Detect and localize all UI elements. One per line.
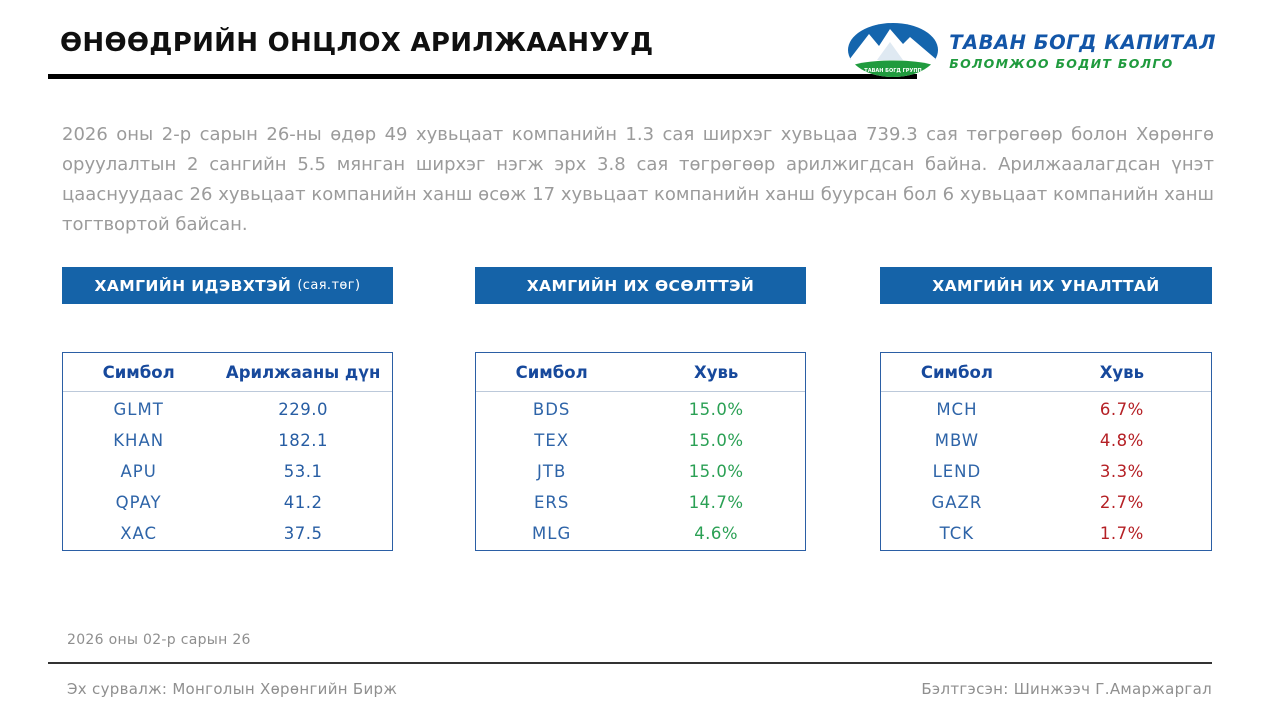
table-row: JTB 15.0% <box>476 456 805 487</box>
table-row: GLMT 229.0 <box>63 394 392 425</box>
footer-divider <box>48 662 1212 664</box>
symbol-cell: GAZR <box>931 493 983 512</box>
table-row: QPAY 41.2 <box>63 487 392 518</box>
banner-label: ХАМГИЙН ИХ ӨСӨЛТТЭЙ <box>526 276 755 295</box>
top-gainers-section: ХАМГИЙН ИХ ӨСӨЛТТЭЙ Симбол Хувь BDS 15.0% T… <box>475 267 806 551</box>
most-active-section: ХАМГИЙН ИДЭВХТЭЙ (сая.төг) Симбол Арилжаа… <box>62 267 393 551</box>
column-header: Симбол <box>920 362 993 382</box>
value-cell: 2.7% <box>1099 493 1144 512</box>
title-underline <box>48 74 917 79</box>
symbol-cell: MBW <box>934 431 980 450</box>
logo-tagline: БОЛОМЖОО БОДИТ БОЛГО <box>949 55 1174 71</box>
value-cell: 41.2 <box>283 493 323 512</box>
banner-label: ХАМГИЙН ИХ УНАЛТТАЙ <box>932 276 1160 295</box>
column-header: Симбол <box>102 362 175 382</box>
table-row: TEX 15.0% <box>476 425 805 456</box>
table-row: MCH 6.7% <box>881 394 1211 425</box>
column-header: Хувь <box>693 362 739 382</box>
table-body: GLMT 229.0 KHAN 182.1 APU 53.1 QPAY 41.2 XAC 37.5 <box>63 392 392 550</box>
table-row: MBW 4.8% <box>881 425 1211 456</box>
symbol-cell: APU <box>120 462 157 481</box>
symbol-cell: TCK <box>939 524 975 543</box>
table-row: MLG 4.6% <box>476 518 805 549</box>
section-banner: ХАМГИЙН ИХ ӨСӨЛТТЭЙ <box>475 267 806 304</box>
table-header-row: Симбол Хувь <box>476 353 805 392</box>
column-header: Арилжааны дүн <box>225 362 381 382</box>
symbol-cell: MCH <box>936 400 978 419</box>
table-body: MCH 6.7% MBW 4.8% LEND 3.3% GAZR 2.7% TCK 1.7% <box>881 392 1211 550</box>
value-cell: 3.3% <box>1099 462 1144 481</box>
symbol-cell: XAC <box>120 524 158 543</box>
footer: Эх сурвалж: Монголын Хөрөнгийн Бирж Бэлт… <box>67 680 1212 698</box>
table-row: GAZR 2.7% <box>881 487 1211 518</box>
section-banner: ХАМГИЙН ИДЭВХТЭЙ (сая.төг) <box>62 267 393 304</box>
value-cell: 182.1 <box>278 431 329 450</box>
value-cell: 37.5 <box>283 524 323 543</box>
table-row: LEND 3.3% <box>881 456 1211 487</box>
table-header-row: Симбол Арилжааны дүн <box>63 353 392 392</box>
top-losers-table: Симбол Хувь MCH 6.7% MBW 4.8% LEND 3.3% GAZR 2.7… <box>880 352 1212 551</box>
symbol-cell: KHAN <box>113 431 165 450</box>
value-cell: 229.0 <box>278 400 329 419</box>
banner-suffix: (сая.төг) <box>297 278 361 293</box>
emblem-text: ТАВАН БОГД ГРУПП <box>865 68 922 74</box>
symbol-cell: MLG <box>532 524 572 543</box>
table-row: XAC 37.5 <box>63 518 392 549</box>
banner-label: ХАМГИЙН ИДЭВХТЭЙ <box>94 276 292 295</box>
mountain-emblem-icon: ТАВАН БОГД ГРУПП <box>848 23 939 77</box>
column-header: Симбол <box>515 362 588 382</box>
symbol-cell: LEND <box>932 462 982 481</box>
report-date: 2026 оны 02-р сарын 26 <box>67 632 251 648</box>
value-cell: 1.7% <box>1099 524 1144 543</box>
table-row: APU 53.1 <box>63 456 392 487</box>
value-cell: 15.0% <box>688 400 744 419</box>
company-logo: ТАВАН БОГД ГРУПП ТАВАН БОГД КАПИТАЛ БОЛО… <box>847 22 1216 80</box>
symbol-cell: JTB <box>537 462 567 481</box>
symbol-cell: QPAY <box>115 493 162 512</box>
page-title: ӨНӨӨДРИЙН ОНЦЛОХ АРИЛЖААНУУД <box>60 28 654 58</box>
logo-company-name: ТАВАН БОГД КАПИТАЛ <box>949 30 1216 54</box>
table-header-row: Симбол Хувь <box>881 353 1211 392</box>
value-cell: 14.7% <box>688 493 744 512</box>
symbol-cell: GLMT <box>113 400 164 419</box>
symbol-cell: ERS <box>533 493 570 512</box>
value-cell: 4.6% <box>694 524 739 543</box>
top-losers-section: ХАМГИЙН ИХ УНАЛТТАЙ Симбол Хувь MCH 6.7% MB… <box>880 267 1212 551</box>
most-active-table: Симбол Арилжааны дүн GLMT 229.0 KHAN 182.1 AP… <box>62 352 393 551</box>
source-credit: Эх сурвалж: Монголын Хөрөнгийн Бирж <box>67 680 398 698</box>
top-gainers-table: Симбол Хувь BDS 15.0% TEX 15.0% JTB 15.0% ERS 14… <box>475 352 806 551</box>
value-cell: 15.0% <box>688 431 744 450</box>
table-row: ERS 14.7% <box>476 487 805 518</box>
column-header: Хувь <box>1099 362 1145 382</box>
daily-summary-paragraph: 2026 оны 2-р сарын 26-ны өдөр 49 хувьцаа… <box>62 124 1214 235</box>
value-cell: 4.8% <box>1099 431 1144 450</box>
prepared-by-credit: Бэлтгэсэн: Шинжээч Г.Амаржаргал <box>921 680 1212 698</box>
symbol-cell: BDS <box>532 400 571 419</box>
symbol-cell: TEX <box>534 431 570 450</box>
value-cell: 53.1 <box>283 462 323 481</box>
table-row: BDS 15.0% <box>476 394 805 425</box>
section-banner: ХАМГИЙН ИХ УНАЛТТАЙ <box>880 267 1212 304</box>
logo-text: ТАВАН БОГД КАПИТАЛ БОЛОМЖОО БОДИТ БОЛГО <box>949 30 1216 71</box>
value-cell: 15.0% <box>688 462 744 481</box>
value-cell: 6.7% <box>1099 400 1144 419</box>
table-row: TCK 1.7% <box>881 518 1211 549</box>
table-body: BDS 15.0% TEX 15.0% JTB 15.0% ERS 14.7% MLG 4.6% <box>476 392 805 550</box>
table-row: KHAN 182.1 <box>63 425 392 456</box>
